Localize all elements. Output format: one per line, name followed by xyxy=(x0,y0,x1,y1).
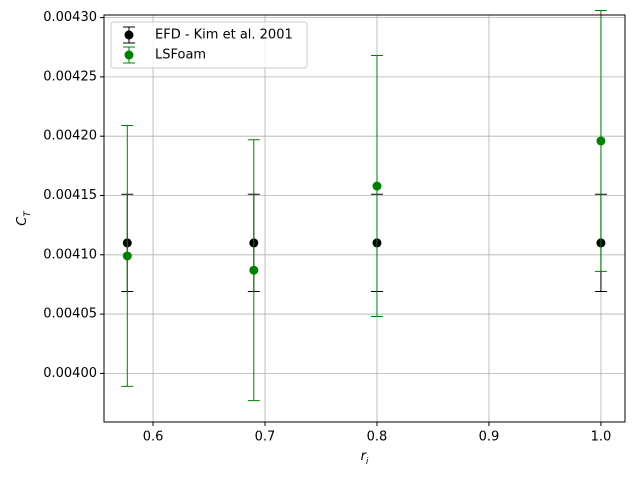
y-tick-label: 0.00425 xyxy=(43,69,97,84)
legend-label: LSFoam xyxy=(155,48,206,63)
y-tick-label: 0.00420 xyxy=(43,129,97,144)
y-tick-label: 0.00430 xyxy=(43,10,97,25)
y-tick-label: 0.00405 xyxy=(43,307,97,322)
x-tick-label: 0.7 xyxy=(255,430,276,445)
x-tick-label: 0.8 xyxy=(367,430,388,445)
data-layer xyxy=(121,9,607,402)
x-axis-label: ri xyxy=(361,449,369,467)
x-tick-label: 1.0 xyxy=(591,430,612,445)
data-point xyxy=(372,181,382,191)
legend-marker xyxy=(124,50,134,60)
legend-box xyxy=(110,21,308,69)
axis-layer: 0.6 0.7 0.8 0.9 1.0 0.00400 0.00405 0.00410 0.00… xyxy=(15,10,612,466)
y-tick-label: 0.00410 xyxy=(43,247,97,262)
legend-marker xyxy=(124,30,134,40)
data-point xyxy=(249,265,259,275)
y-axis-label: CT xyxy=(15,210,33,226)
data-point xyxy=(596,136,606,146)
y-tick-label: 0.00415 xyxy=(43,188,97,203)
plot-frame xyxy=(103,14,626,423)
y-tick-label: 0.00400 xyxy=(43,366,97,381)
x-tick-label: 0.6 xyxy=(143,430,164,445)
legend-label: EFD - Kim et al. 2001 xyxy=(155,28,293,43)
data-point xyxy=(122,251,132,261)
x-tick-label: 0.9 xyxy=(479,430,500,445)
legend: EFD - Kim et al. 2001 LSFoam xyxy=(110,21,308,69)
